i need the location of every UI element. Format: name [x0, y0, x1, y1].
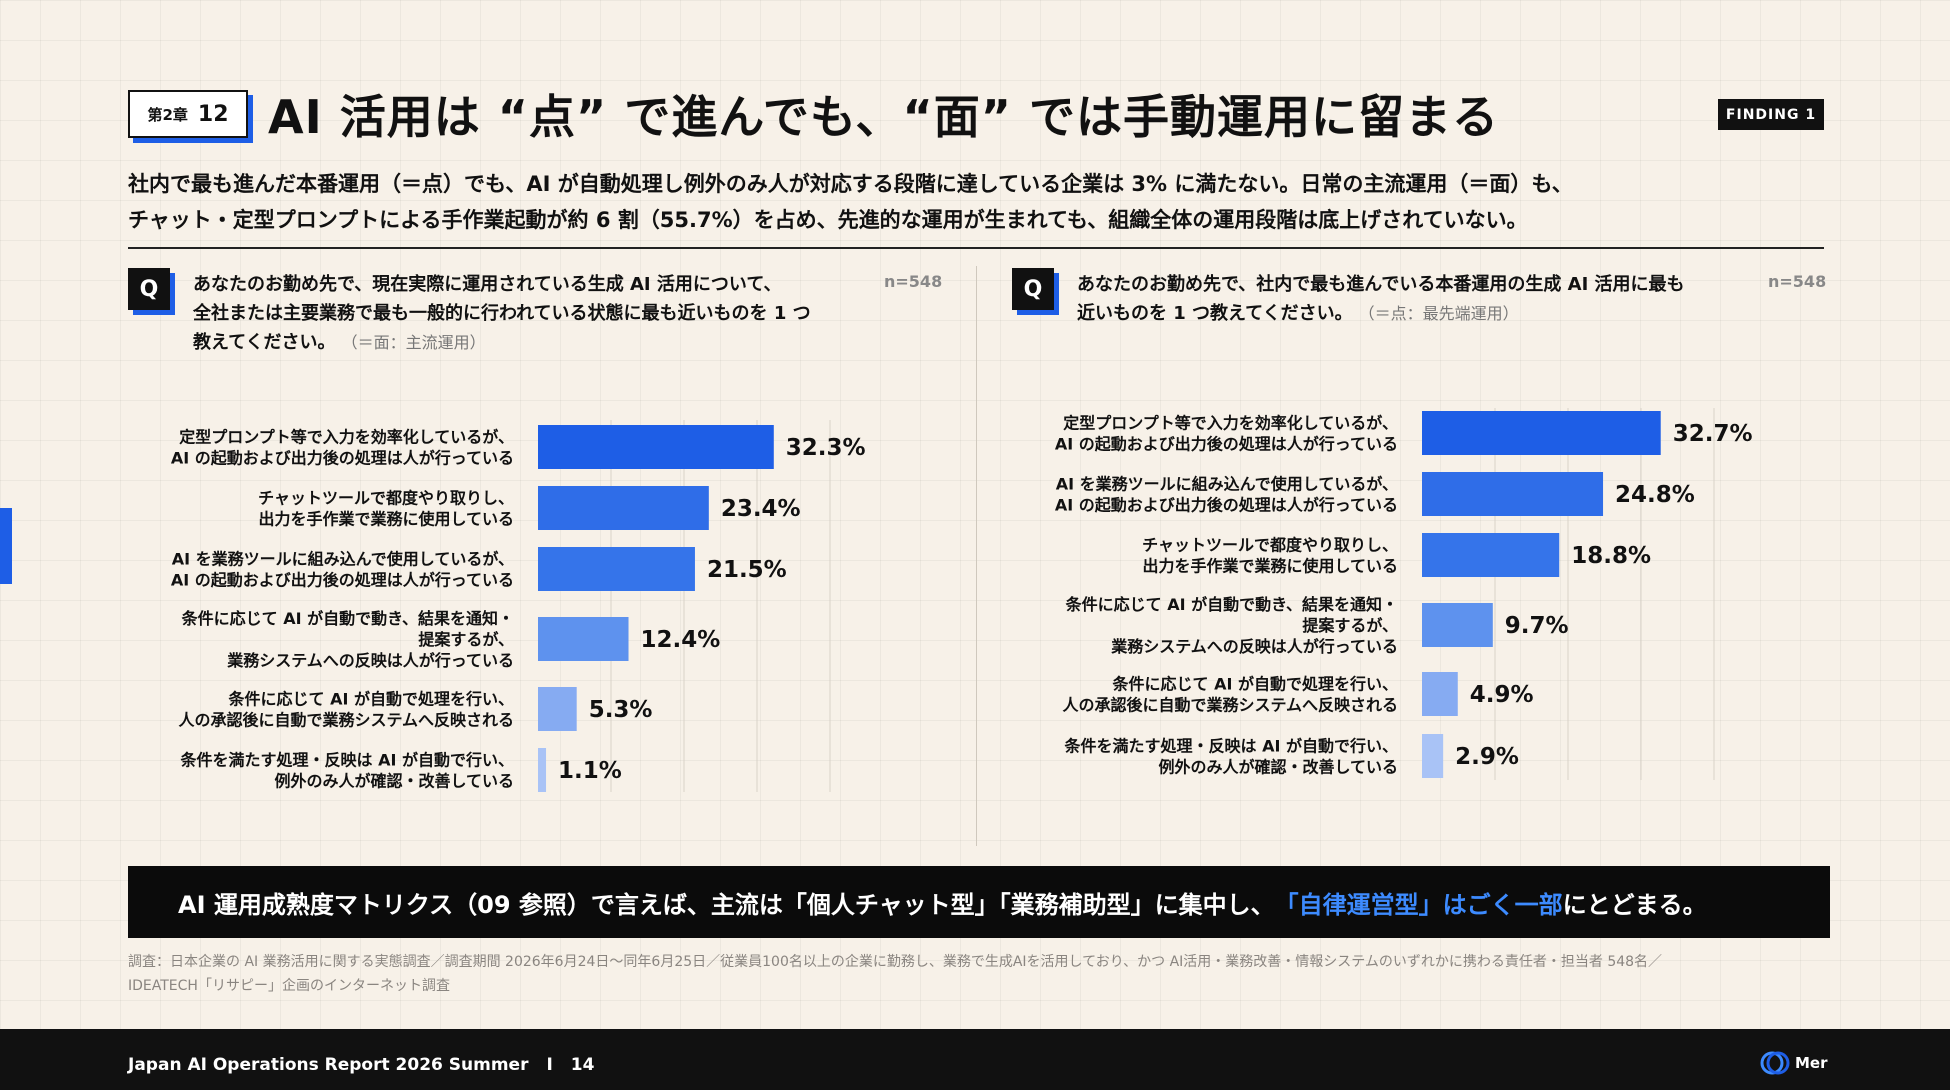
- source-line-1: 調査：日本企業の AI 業務活用に関する実態調査／調査期間 2026年6月24日…: [128, 954, 1663, 970]
- banner-text-before: AI 運用成熟度マトリクス（09 参照）で言えば、主流は「個人チャット型」「業務…: [178, 890, 1275, 919]
- left-value-label-5: 5.3%: [589, 697, 653, 723]
- logo-mark-icon: [1760, 1051, 1790, 1075]
- page-title: AI 活用は “点” で進んでも、“面” では手動運用に留まる: [268, 90, 1500, 144]
- footer: Japan AI Operations Report 2026 Summer I 1…: [0, 1029, 1950, 1090]
- right-category-label-6: 条件を満たす処理・反映は AI が自動で行い、例外のみ人が確認・改善している: [1064, 737, 1398, 777]
- right-value-label-2: 24.8%: [1615, 482, 1695, 508]
- left-bar-6: [538, 748, 547, 792]
- header-divider: [128, 247, 1824, 249]
- left-question-line-1: あなたのお勤め先で、現在実際に運用されている生成 AI 活用について、: [193, 274, 782, 295]
- left-category-label-2: チャットツールで都度やり取りし、出力を手作業で業務に使用している: [258, 489, 514, 529]
- conclusion-banner: AI 運用成熟度マトリクス（09 参照）で言えば、主流は「個人チャット型」「業務…: [128, 866, 1830, 938]
- left-bar-4: [538, 617, 629, 661]
- left-value-label-4: 12.4%: [641, 627, 721, 653]
- left-bar-3: [538, 547, 695, 591]
- left-category-label-3: AI を業務ツールに組み込んで使用しているが、 AI の起動および出力後の処理は人…: [171, 550, 514, 590]
- left-category-label-5: 条件に応じて AI が自動で処理を行い、人の承認後に自動で業務システムへ反映され…: [178, 690, 514, 730]
- right-q-badge: Q: [1012, 268, 1054, 310]
- right-value-label-6: 2.9%: [1455, 744, 1519, 770]
- left-q-badge: Q: [128, 268, 170, 310]
- left-question-note: （＝面：主流運用）: [349, 333, 486, 352]
- right-bar-5: [1422, 672, 1458, 716]
- source-line-2: IDEATECH「リサピー」企画のインターネット調査: [128, 978, 450, 994]
- right-question-line-2: 近いものを 1 つ教えてください。: [1077, 303, 1353, 324]
- left-category-label-1: 定型プロンプト等で入力を効率化しているが、 AI の起動および出力後の処理は人が行…: [171, 428, 514, 468]
- right-value-label-5: 4.9%: [1470, 682, 1534, 708]
- left-bar-1: [538, 425, 774, 469]
- right-category-label-5: 条件に応じて AI が自動で処理を行い、人の承認後に自動で業務システムへ反映され…: [1062, 675, 1398, 715]
- banner-highlight: 「自律運営型」はごく一部: [1274, 890, 1563, 919]
- right-question-note: （＝点：最先端運用）: [1366, 304, 1519, 323]
- column-divider: [976, 266, 977, 846]
- left-question-line-2: 全社または主要業務で最も一般的に行われている状態に最も近いものを 1 つ: [193, 303, 811, 324]
- right-question-line-1: あなたのお勤め先で、社内で最も進んでいる本番運用の生成 AI 活用に最も: [1077, 274, 1685, 295]
- right-value-label-1: 32.7%: [1673, 421, 1753, 447]
- source-note: 調査：日本企業の AI 業務活用に関する実態調査／調査期間 2026年6月24日…: [128, 950, 1848, 998]
- left-value-label-2: 23.4%: [721, 496, 801, 522]
- left-value-label-6: 1.1%: [558, 758, 622, 784]
- subtitle-line-2: チャット・定型プロンプトによる手作業起動が約 6 割（55.7%）を占め、先進的…: [128, 208, 1528, 232]
- right-value-label-4: 9.7%: [1505, 613, 1569, 639]
- company-logo: Mer: [1758, 1050, 1828, 1076]
- left-category-label-6: 条件を満たす処理・反映は AI が自動で行い、例外のみ人が確認・改善している: [180, 751, 514, 791]
- right-category-label-1: 定型プロンプト等で入力を効率化しているが、 AI の起動および出力後の処理は人が行…: [1055, 414, 1398, 454]
- left-bar-5: [538, 687, 577, 731]
- page-number: 14: [570, 1055, 595, 1075]
- left-question-line-3: 教えてください。: [193, 332, 336, 353]
- logo-text: Mer: [1795, 1054, 1828, 1072]
- left-sample-size: n=548: [884, 272, 943, 291]
- finding-badge: FINDING 1: [1718, 99, 1824, 130]
- right-category-label-4: 条件に応じて AI が自動で動き、結果を通知・提案するが、業務システムへの反映は…: [1065, 595, 1398, 656]
- chapter-number: 12: [197, 101, 229, 127]
- right-bar-6: [1422, 734, 1444, 778]
- right-category-label-2: AI を業務ツールに組み込んで使用しているが、 AI の起動および出力後の処理は人…: [1055, 475, 1398, 515]
- footer-text: Japan AI Operations Report 2026 Summer I 1…: [128, 1029, 594, 1090]
- left-question-text: あなたのお勤め先で、現在実際に運用されている生成 AI 活用について、 全社また…: [193, 270, 811, 357]
- right-bar-4: [1422, 603, 1493, 647]
- left-category-label-4: 条件に応じて AI が自動で動き、結果を通知・提案するが、業務システムへの反映は…: [181, 609, 514, 670]
- right-category-label-3: チャットツールで都度やり取りし、出力を手作業で業務に使用している: [1142, 536, 1398, 576]
- left-edge-accent: [0, 508, 12, 584]
- left-bar-2: [538, 486, 709, 530]
- right-bar-2: [1422, 472, 1604, 516]
- chapter-badge: 第2章 12: [128, 90, 248, 138]
- left-value-label-1: 32.3%: [786, 435, 866, 461]
- right-bar-3: [1422, 533, 1560, 577]
- footer-separator: I: [546, 1055, 553, 1075]
- right-sample-size: n=548: [1768, 272, 1827, 291]
- banner-text-after: にとどまる。: [1562, 890, 1707, 919]
- chapter-label: 第2章: [147, 105, 188, 124]
- right-value-label-3: 18.8%: [1571, 543, 1651, 569]
- right-question-text: あなたのお勤め先で、社内で最も進んでいる本番運用の生成 AI 活用に最も 近いも…: [1077, 270, 1685, 328]
- subtitle-line-1: 社内で最も進んだ本番運用（＝点）でも、AI が自動処理し例外のみ人が対応する段階…: [128, 172, 1573, 196]
- left-value-label-3: 21.5%: [707, 557, 787, 583]
- report-name: Japan AI Operations Report 2026 Summer: [128, 1055, 529, 1075]
- page-subtitle: 社内で最も進んだ本番運用（＝点）でも、AI が自動処理し例外のみ人が対応する段階…: [128, 166, 1828, 238]
- right-bar-1: [1422, 411, 1661, 455]
